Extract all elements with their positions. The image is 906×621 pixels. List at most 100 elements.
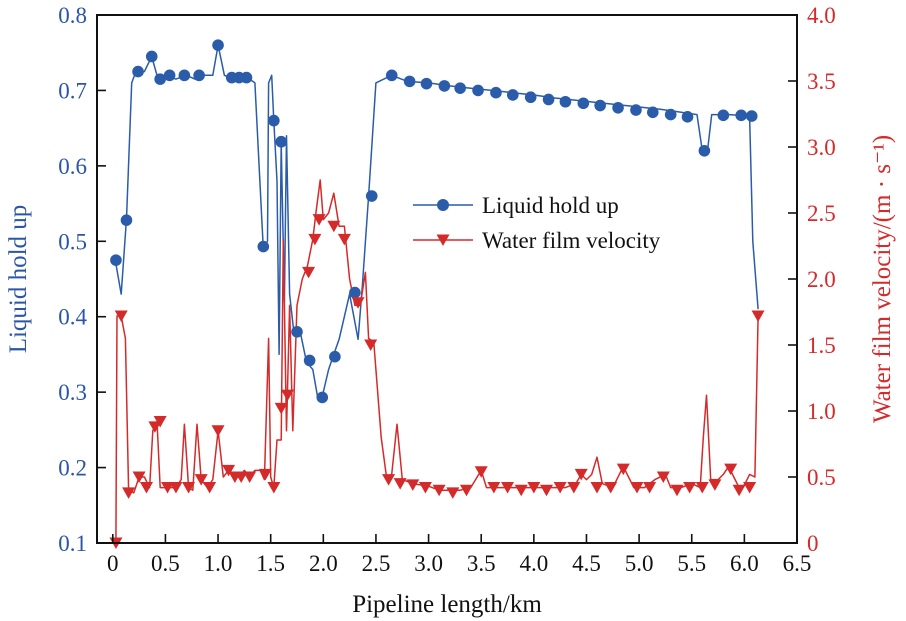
y-left-tick-label-5: 0.6 [58, 154, 87, 179]
holdup-point-14 [275, 135, 288, 148]
y-left-tick-label-3: 0.4 [58, 305, 87, 330]
x-tick-label-3: 1.5 [256, 551, 285, 576]
velocity-point-35 [474, 466, 488, 478]
y-left-tick-label-0: 0.1 [58, 531, 87, 556]
holdup-point-0 [110, 254, 122, 266]
holdup-point-21 [385, 69, 398, 82]
holdup-point-29 [524, 91, 537, 104]
y-right-tick-label-1: 0.5 [807, 465, 836, 490]
velocity-point-15 [234, 471, 248, 483]
velocity-point-30 [406, 479, 420, 491]
holdup-point-42 [745, 110, 758, 122]
velocity-point-20 [281, 389, 295, 402]
x-tick-label-2: 1.0 [204, 551, 233, 576]
velocity-point-8 [169, 482, 183, 494]
y-right-tick-label-2: 1.0 [807, 399, 836, 424]
holdup-point-36 [646, 106, 659, 119]
velocity-point-55 [732, 484, 746, 497]
velocity-point-29 [393, 478, 407, 490]
velocity-point-50 [670, 484, 684, 497]
y-right-tick-label-7: 3.5 [807, 69, 836, 94]
velocity-point-41 [553, 482, 567, 494]
x-tick-label-7: 3.5 [467, 551, 496, 576]
velocity-point-31 [418, 482, 432, 494]
y-right-tick-label-8: 4.0 [807, 3, 836, 28]
velocity-point-57 [751, 310, 765, 322]
velocity-point-47 [630, 482, 644, 494]
velocity-point-13 [222, 464, 236, 477]
velocity-point-19 [274, 402, 288, 415]
velocity-point-11 [203, 482, 217, 494]
tick-layer: 0 0.5 1.0 1.5 2.0 2.5 3.0 3.5 4.0 4.5 5.0 5.5 6.0 6.5… [58, 3, 836, 576]
y-left-tick-label-4: 0.5 [58, 229, 87, 254]
holdup-point-17 [316, 391, 329, 404]
velocity-point-44 [590, 482, 604, 494]
legend: Liquid hold up Water film velocity [413, 193, 661, 253]
holdup-point-26 [472, 84, 484, 97]
velocity-point-10 [194, 474, 208, 486]
holdup-point-27 [490, 86, 502, 99]
holdup-point-20 [365, 190, 378, 202]
holdup-point-1 [120, 214, 133, 226]
velocity-point-56 [743, 482, 757, 494]
x-tick-label-4: 2.0 [309, 551, 338, 576]
velocity-point-45 [604, 482, 618, 494]
y-right-tick-label-4: 2.0 [807, 267, 836, 292]
holdup-point-23 [420, 77, 433, 90]
x-axis-label: Pipeline length/km [352, 591, 542, 618]
velocity-point-1 [114, 310, 128, 322]
legend-marker-velocity [436, 234, 450, 246]
holdup-point-41 [735, 109, 748, 122]
y-right-tick-label-0: 0 [807, 531, 819, 556]
velocity-point-3 [132, 471, 146, 483]
y-right-tick-label-3: 1.5 [807, 333, 836, 358]
velocity-point-25 [337, 233, 351, 246]
holdup-point-34 [612, 101, 624, 114]
x-tick-label-5: 2.5 [362, 551, 391, 576]
holdup-point-38 [681, 111, 694, 123]
legend-label-velocity: Water film velocity [482, 228, 661, 253]
velocity-point-51 [683, 482, 697, 494]
holdup-point-11 [240, 71, 253, 84]
y-left-tick-label-6: 0.7 [58, 78, 87, 103]
velocity-point-43 [574, 468, 588, 481]
velocity-point-2 [122, 487, 136, 499]
holdup-point-8 [212, 39, 224, 51]
holdup-point-25 [454, 82, 466, 94]
y-left-tick-label-7: 0.8 [58, 3, 87, 28]
holdup-point-2 [132, 65, 144, 78]
velocity-point-6 [153, 416, 167, 428]
velocity-point-18 [267, 482, 281, 494]
velocity-point-16 [243, 471, 257, 483]
x-tick-label-0: 0 [107, 551, 119, 576]
holdup-point-13 [268, 114, 280, 127]
velocity-point-5 [148, 421, 162, 433]
velocity-point-22 [308, 233, 322, 246]
x-tick-label-1: 0.5 [151, 551, 180, 576]
holdup-point-4 [154, 73, 166, 85]
holdup-point-15 [291, 326, 303, 338]
marker-layer [109, 39, 765, 549]
holdup-point-35 [630, 104, 642, 116]
velocity-point-52 [695, 482, 709, 494]
x-tick-label-9: 4.5 [572, 551, 601, 576]
velocity-point-4 [139, 482, 153, 494]
velocity-point-34 [459, 484, 473, 497]
holdup-point-5 [163, 69, 176, 82]
velocity-point-42 [567, 482, 581, 494]
velocity-point-33 [446, 487, 460, 499]
velocity-point-36 [487, 482, 501, 494]
velocity-point-7 [161, 482, 175, 494]
velocity-point-49 [656, 471, 670, 483]
holdup-point-24 [438, 80, 451, 92]
holdup-point-30 [542, 93, 555, 106]
holdup-point-31 [559, 95, 572, 108]
velocity-point-38 [514, 484, 528, 497]
holdup-point-32 [577, 97, 590, 110]
holdup-point-22 [403, 75, 416, 88]
velocity-point-27 [364, 339, 378, 351]
x-tick-label-13: 6.5 [783, 551, 812, 576]
holdup-point-12 [257, 240, 270, 253]
